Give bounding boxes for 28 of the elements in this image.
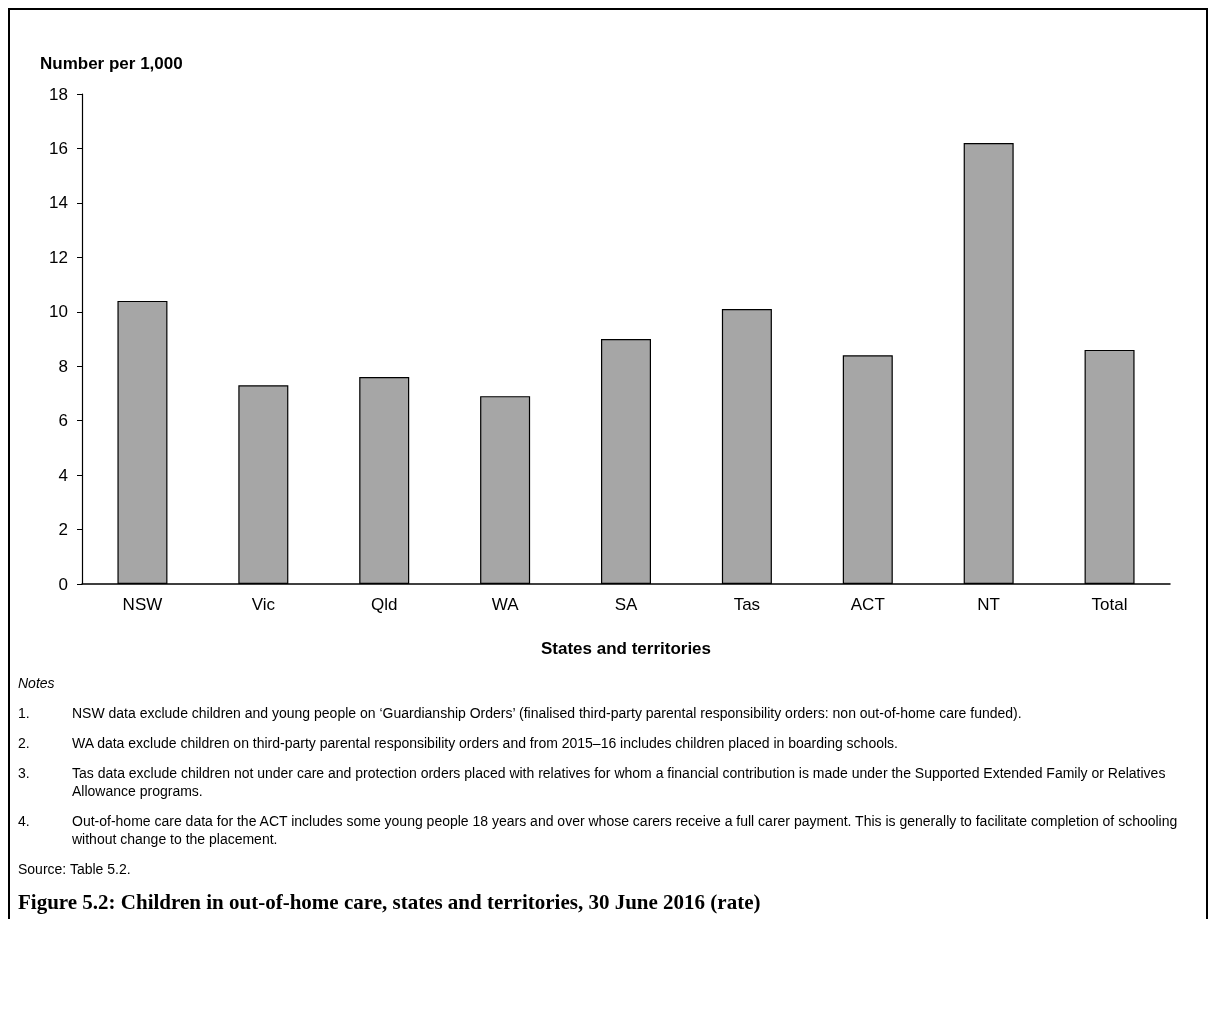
x-tick-label: ACT (850, 595, 885, 614)
y-tick-label: 16 (49, 138, 68, 158)
x-tick-label: WA (491, 595, 520, 614)
x-tick-label: Qld (370, 595, 398, 614)
x-tick-label: Vic (251, 595, 276, 614)
text: 3. Tas data exclude children not under care and protection orders placed with relatives for whom a financial contribution is made under the Supported Extended Family or Relatives Allowance programs. (18, 765, 1166, 799)
y-tick-label: 4 (58, 465, 68, 485)
y-tick-label: 12 (49, 247, 68, 267)
y-tick-label: 0 (58, 574, 68, 594)
text: 1. NSW data exclude children and young people on ‘Guardianship Orders’ (finalised third-party parental responsibility orders: non out-of-home care funded). (18, 705, 1022, 721)
text: Notes (18, 674, 55, 692)
x-tick-label: Total (1091, 595, 1128, 614)
x-tick-label: SA (614, 595, 638, 614)
source-note: Source: Table 5.2. (18, 860, 131, 878)
y-tick-label: 18 (49, 84, 68, 104)
y-tick-label: 2 (58, 520, 68, 540)
x-tick-label: NSW (122, 595, 163, 614)
y-tick-label: 6 (58, 411, 68, 431)
x-axis-title: States and territories (540, 639, 712, 658)
y-tick-label: 10 (49, 302, 68, 322)
text: 4. Out-of-home care data for the ACT includes some young people 18 years and over whose carers receive a full carer payment. This is generally to facilitate completion of schooling without change to the placement. (18, 813, 1178, 847)
y-tick-label: 14 (49, 193, 68, 213)
y-tick-label: 8 (58, 356, 68, 376)
text: Figure 5.2: Children in out-of-home care, states and territories, 30 June 2016 (rate) (17, 890, 762, 916)
text: 2. WA data exclude children on third-party parental responsibility orders and from 2015–16 includes children placed in boarding schools. (18, 735, 898, 751)
y-axis-title: Number per 1,000 (40, 54, 183, 73)
x-tick-label: NT (977, 595, 1000, 614)
x-tick-label: Tas (733, 595, 761, 614)
